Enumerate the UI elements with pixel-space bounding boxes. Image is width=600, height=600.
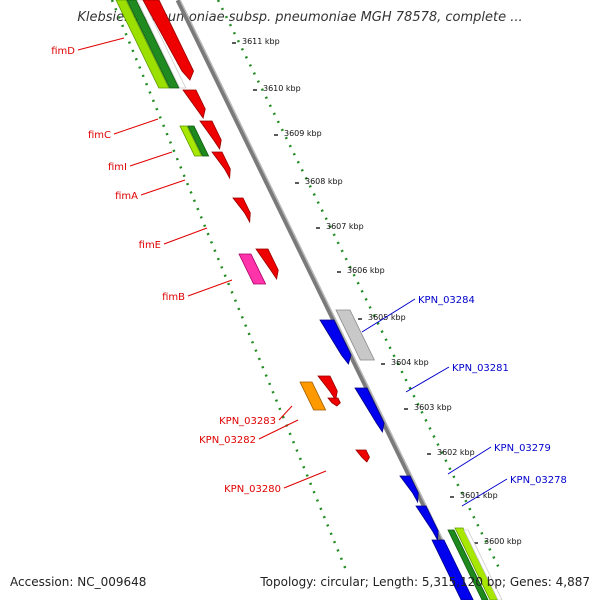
gene-fimC-green[interactable] — [179, 125, 203, 157]
leader-line-right — [361, 298, 416, 333]
leader-line-right — [461, 478, 508, 507]
gene-label-left[interactable]: fimD — [51, 46, 75, 57]
gene-KPN_03280-red[interactable] — [355, 449, 370, 463]
gene-KPN_03281-blue[interactable] — [354, 387, 385, 434]
leader-line-left — [129, 151, 173, 167]
gene-KPN_03284-gray[interactable] — [335, 309, 375, 361]
gene-red-3610[interactable] — [182, 89, 206, 119]
gene-KPN_03279-blue[interactable] — [399, 475, 419, 504]
gene-fimB-red[interactable] — [255, 248, 279, 281]
gene-KPN_03283-red[interactable] — [317, 375, 338, 402]
gene-fimB-magenta[interactable] — [238, 253, 267, 285]
summary-text: Topology: circular; Length: 5,315,120 bp… — [260, 575, 590, 589]
leader-line-right — [405, 366, 450, 393]
gene-bottom-dgreen[interactable] — [447, 529, 489, 600]
kbp-tick-label: 3607 kbp — [326, 222, 364, 231]
gene-label-right[interactable]: KPN_03281 — [452, 363, 509, 374]
kbp-tick-label: 3609 kbp — [284, 129, 322, 138]
genome-axis — [175, 0, 473, 600]
kbp-tick-label: 3600 kbp — [484, 537, 522, 546]
kbp-tick-label: 3606 kbp — [347, 266, 385, 275]
gene-fimC-dgreen[interactable] — [187, 125, 210, 157]
leader-line-left — [283, 470, 327, 489]
leader-line-left — [278, 405, 293, 421]
kbp-tick-label: 3605 kbp — [368, 313, 406, 322]
gene-features[interactable] — [115, 0, 503, 600]
gene-fimA-red[interactable] — [211, 151, 231, 180]
gene-label-left[interactable]: fimC — [88, 130, 111, 141]
kbp-tick-label: 3602 kbp — [437, 448, 475, 457]
gene-label-left[interactable]: fimE — [139, 240, 161, 251]
kbp-tick-label: 3611 kbp — [242, 37, 280, 46]
kbp-tick-label: 3604 kbp — [391, 358, 429, 367]
leader-line-left — [258, 419, 299, 440]
gene-bottom-white[interactable] — [463, 529, 503, 600]
leader-line-right — [447, 446, 492, 475]
gene-label-left[interactable]: KPN_03282 — [199, 435, 256, 446]
label-leaders: fimD fimC fimI fimA fimE fimB KPN_03283 KPN_032… — [51, 37, 567, 507]
gene-fimD-red[interactable] — [142, 0, 194, 81]
leader-line-left — [77, 37, 125, 51]
gene-label-left[interactable]: fimB — [162, 292, 185, 303]
gene-KPN_03278-blue[interactable] — [415, 505, 439, 542]
gene-label-right[interactable]: KPN_03279 — [494, 443, 551, 454]
leader-line-left — [140, 179, 186, 196]
gene-KPN_03284-blue[interactable] — [319, 319, 352, 365]
gene-KPN_03282-red[interactable] — [327, 397, 341, 407]
gene-fimD-green-outer[interactable] — [115, 0, 170, 89]
gene-fimD-green-inner[interactable] — [126, 0, 180, 89]
gene-label-right[interactable]: KPN_03284 — [418, 295, 475, 306]
gene-fimE-red[interactable] — [232, 197, 251, 224]
gene-fimD-white[interactable] — [136, 0, 187, 89]
kbp-tick-label: 3603 kbp — [414, 403, 452, 412]
gene-bottom-green[interactable] — [454, 527, 499, 600]
left-dotted-guide — [110, 0, 348, 571]
gene-KPN_03283-orange[interactable] — [299, 381, 327, 411]
accession-text: Accession: NC_009648 — [10, 575, 147, 589]
gene-label-right[interactable]: KPN_03278 — [510, 475, 567, 486]
gene-fimC-red[interactable] — [199, 120, 222, 151]
kbp-tick-label: 3608 kbp — [305, 177, 343, 186]
leader-line-left — [113, 118, 159, 135]
gene-label-left[interactable]: fimI — [108, 162, 127, 173]
gene-label-left[interactable]: fimA — [115, 191, 138, 202]
leader-line-left — [163, 227, 208, 245]
leader-line-left — [187, 279, 233, 297]
gene-label-left[interactable]: KPN_03280 — [224, 484, 281, 495]
gene-bottom-blue[interactable] — [431, 539, 474, 600]
gene-label-left[interactable]: KPN_03283 — [219, 416, 276, 427]
kbp-ticks: 3611 kbp 3610 kbp 3609 kbp 3608 kbp 3607 kbp… — [232, 37, 522, 546]
kbp-tick-label: 3610 kbp — [263, 84, 301, 93]
